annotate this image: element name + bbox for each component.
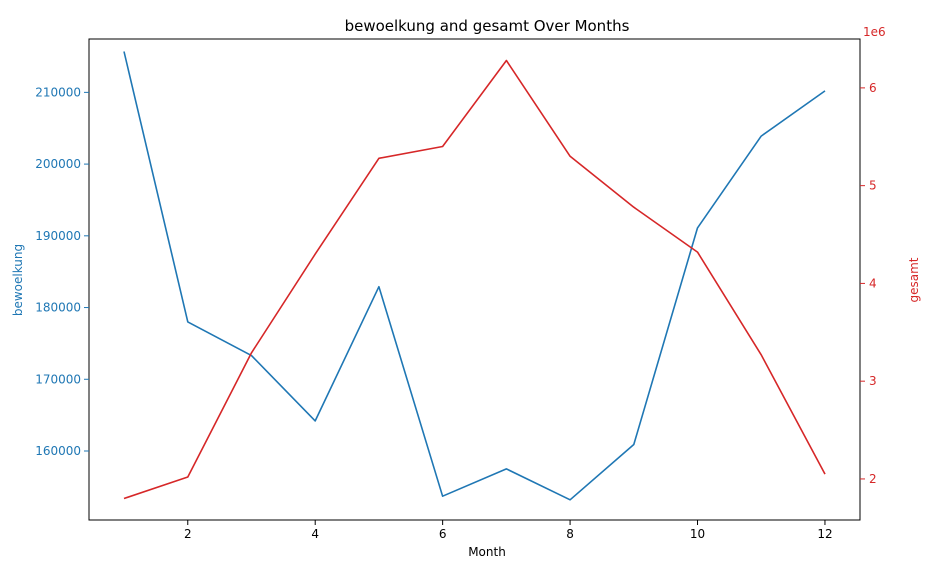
series-line-gesamt — [123, 59, 826, 500]
right-y-tick-label: 2 — [869, 472, 877, 486]
left-y-tick-label: 190000 — [35, 229, 81, 243]
x-tick-label: 6 — [439, 527, 447, 541]
plot-frame — [88, 38, 861, 521]
left-y-tick-label: 200000 — [35, 157, 81, 171]
right-y-tick-label: 4 — [869, 276, 877, 290]
right-axis-offset-text: 1e6 — [863, 25, 886, 39]
x-tick-label: 4 — [311, 527, 319, 541]
left-y-tick-label: 160000 — [35, 444, 81, 458]
left-y-tick-label: 180000 — [35, 301, 81, 315]
left-y-tick-label: 210000 — [35, 85, 81, 99]
right-y-axis-label: gesamt — [907, 257, 921, 302]
x-tick-label: 10 — [690, 527, 705, 541]
x-tick-label: 2 — [184, 527, 192, 541]
series-line-bewoelkung — [123, 51, 826, 501]
chart-title: bewoelkung and gesamt Over Months — [345, 17, 630, 35]
x-axis-label: Month — [468, 545, 506, 559]
right-y-tick-label: 3 — [869, 374, 877, 388]
x-tick-label: 12 — [817, 527, 832, 541]
right-y-tick-label: 6 — [869, 81, 877, 95]
x-tick-label: 8 — [566, 527, 574, 541]
left-y-tick-label: 170000 — [35, 372, 81, 386]
left-y-axis-label: bewoelkung — [11, 244, 25, 316]
right-y-tick-label: 5 — [869, 179, 877, 193]
chart-marks: 2 4 6 8 10 12 160000 170000 180000 190000 200000 21… — [35, 38, 877, 541]
